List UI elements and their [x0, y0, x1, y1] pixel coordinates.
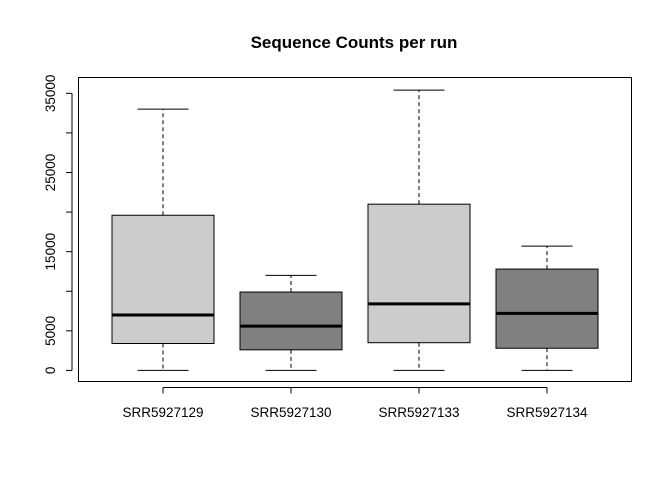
- x-tick-label: SRR5927129: [122, 405, 203, 420]
- box: [495, 268, 599, 349]
- x-tick-label: SRR5927133: [378, 405, 459, 420]
- chart-title: Sequence Counts per run: [251, 33, 458, 52]
- y-tick-label: 35000: [43, 75, 58, 113]
- y-tick-label: 25000: [43, 154, 58, 192]
- y-tick-label: 0: [43, 367, 58, 375]
- y-tick-label: 15000: [43, 233, 58, 271]
- box: [367, 203, 471, 344]
- y-tick-label: 5000: [43, 316, 58, 346]
- box: [239, 291, 343, 351]
- plot-area: 0 5000 15000 25000 35000 SRR5927129 SRR5927130…: [43, 75, 599, 420]
- box: [111, 214, 215, 344]
- plot-frame: [78, 77, 632, 382]
- x-tick-label: SRR5927134: [506, 405, 588, 420]
- x-tick-label: SRR5927130: [250, 405, 331, 420]
